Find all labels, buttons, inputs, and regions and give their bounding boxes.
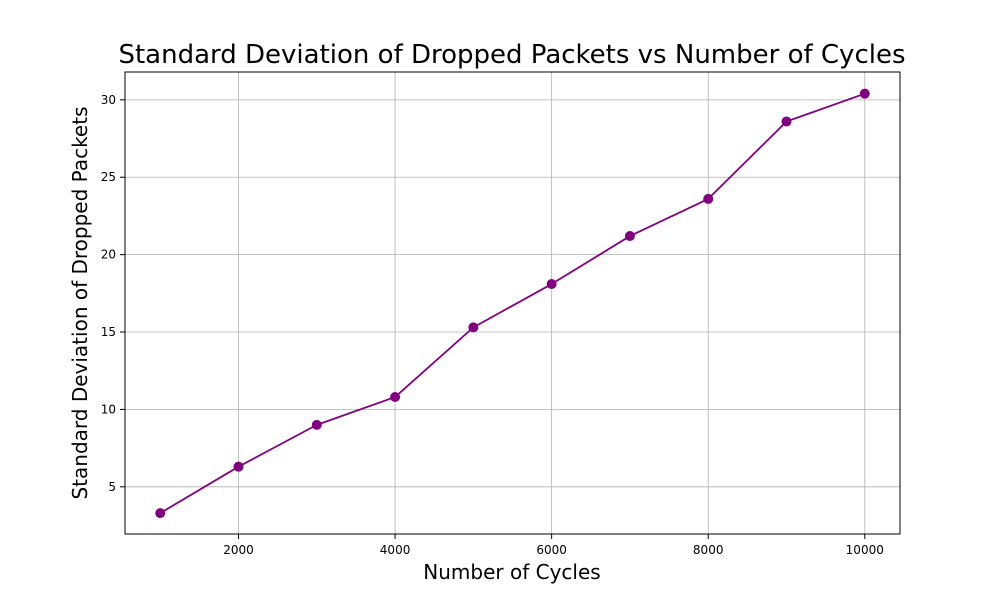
x-tick-label: 8000 bbox=[693, 543, 724, 557]
grid bbox=[125, 72, 900, 534]
y-tick-label: 25 bbox=[101, 170, 116, 184]
data-point bbox=[468, 322, 479, 333]
data-point bbox=[781, 116, 792, 127]
x-tick-label: 2000 bbox=[223, 543, 254, 557]
x-tick-label: 6000 bbox=[536, 543, 567, 557]
data-point bbox=[703, 193, 714, 204]
axes-frame bbox=[124, 71, 901, 535]
axes bbox=[124, 71, 901, 535]
y-tick-label: 5 bbox=[108, 480, 116, 494]
y-tick-label: 30 bbox=[101, 93, 116, 107]
data-point bbox=[390, 392, 401, 403]
data-point bbox=[155, 508, 166, 519]
x-tick-label: 4000 bbox=[380, 543, 411, 557]
x-tick-label: 10000 bbox=[846, 543, 884, 557]
data-point bbox=[859, 88, 870, 99]
data-point bbox=[233, 461, 244, 472]
data-point bbox=[624, 231, 635, 242]
y-tick-label: 15 bbox=[101, 325, 116, 339]
data-point bbox=[311, 419, 322, 430]
y-axis-label: Standard Deviation of Dropped Packets bbox=[68, 106, 92, 499]
series-layer bbox=[155, 88, 870, 519]
x-axis-label: Number of Cycles bbox=[423, 560, 600, 584]
y-axis-ticks: 5 10 15 20 25 30 bbox=[101, 93, 125, 494]
x-axis-ticks: 2000 4000 6000 8000 10000 bbox=[223, 534, 884, 557]
data-point bbox=[546, 279, 557, 290]
y-tick-label: 10 bbox=[101, 402, 116, 416]
y-tick-label: 20 bbox=[101, 248, 116, 262]
plot-area bbox=[125, 72, 900, 534]
chart-title: Standard Deviation of Dropped Packets vs… bbox=[118, 40, 905, 70]
series-line bbox=[159, 92, 866, 514]
